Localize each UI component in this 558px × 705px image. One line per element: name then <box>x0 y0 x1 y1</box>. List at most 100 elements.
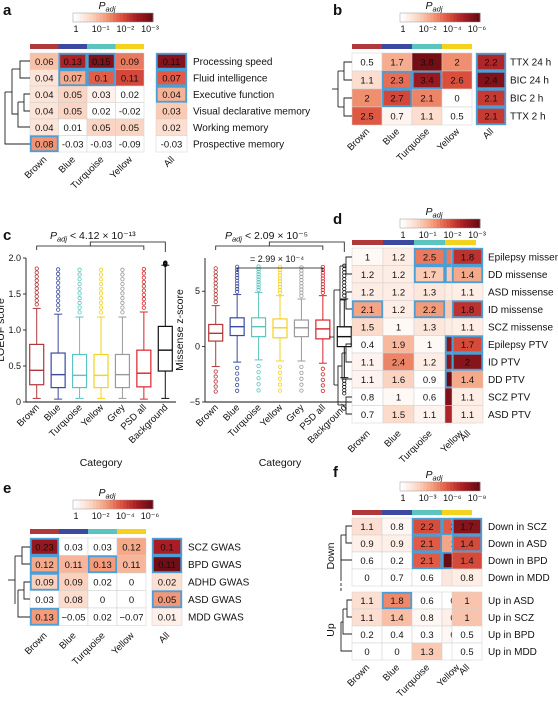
panel-c-missense-box-6-outlier <box>342 266 347 272</box>
panel-d-cell-value: 0.9 <box>423 375 436 386</box>
panel-d-legend-gradient-step <box>460 219 464 228</box>
panel-f-dendrogram <box>346 599 352 618</box>
panel-f-dendrogram <box>340 622 352 652</box>
panel-b-cell-value: 2 <box>364 94 369 105</box>
panel-c-missense-box-2-outlier-low <box>256 369 261 375</box>
panel-e-highlight <box>29 572 60 591</box>
panel-b-column-label: Yellow <box>435 126 462 153</box>
panel-c-missense-box-0-outlier <box>213 299 218 304</box>
panel-b-column-label: Blue <box>381 126 402 147</box>
panel-e-legend-gradient-step <box>96 500 101 509</box>
panel-f-legend-gradient-step <box>400 482 404 491</box>
panel-c-loeuf-box-2-outlier <box>77 281 82 287</box>
panel-f-legend-gradient-step <box>410 482 414 491</box>
panel-e-legend-gradient-step <box>99 500 104 509</box>
panel-d-highlight <box>413 300 446 319</box>
panel-c-loeuf-box-3-outlier <box>98 291 104 296</box>
panel-d-dendrogram <box>337 365 342 405</box>
panel-b-legend-gradient-step <box>436 13 441 22</box>
panel-c-loeuf-y-label: LOEUF score <box>0 298 7 362</box>
panel-c-missense-box-0-outlier-low <box>213 379 218 384</box>
panel-a-cell-value: 0.04 <box>35 73 54 84</box>
panel-f-legend-gradient-step <box>440 482 444 491</box>
panel-f-down-cell-value: 0.9 <box>390 539 403 550</box>
panel-c-missense-box-3-outlier <box>277 273 283 278</box>
panel-d-cell-value: 1.1 <box>423 410 436 421</box>
panel-d-cell-value: 1 <box>427 340 432 351</box>
panel-c-loeuf-box-3-outlier <box>98 305 104 310</box>
panel-d-legend-gradient-step <box>463 219 468 228</box>
panel-c-loeuf-box-0-outlier <box>34 270 39 275</box>
panel-a-legend-gradient-step <box>149 13 154 22</box>
panel-d-legend-gradient-step <box>406 219 411 228</box>
panel-c-missense-box-1-outlier <box>235 281 240 286</box>
panel-f-up-cell-value: 0 <box>394 647 399 658</box>
panel-b-legend-gradient-step <box>400 13 404 22</box>
panel-c-missense-box-5-outlier-low <box>320 383 325 388</box>
panel-b-legend-gradient-step <box>423 13 428 22</box>
panel-b-legend-gradient-step <box>433 13 438 22</box>
panel-c-loeuf-box-6-iqr <box>157 325 173 372</box>
panel-a-legend-tick: 10⁻² <box>116 24 134 34</box>
panel-d-all-highlight <box>451 352 484 371</box>
panel-c-missense-box-5-outlier <box>320 282 325 287</box>
panel-c-loeuf-annotation: Padj < 4.12 × 10⁻¹³ <box>50 230 136 244</box>
panel-f-legend-gradient-step <box>446 482 451 491</box>
panel-c-missense-box-2-outlier <box>256 287 261 292</box>
panel-b: b Padj 1 10⁻² 10⁻⁴ 10⁻⁶ 0.5 1.7 3.8 2 1.1 2.3 3.4 2.6… <box>332 0 551 164</box>
panel-c-loeuf-box-5-outlier <box>141 271 146 276</box>
panel-a-cell-value: -0.02 <box>119 106 141 117</box>
panel-c-missense-box-1-outlier-low <box>235 371 240 376</box>
panel-f-module-strip <box>412 510 442 515</box>
panel-d-cell-value: 1.1 <box>361 375 374 386</box>
panel-c-missense-box-5-outlier-low <box>320 372 325 377</box>
panel-a-legend-gradient-step <box>146 13 151 22</box>
panel-d-row-label: ASD PTV <box>488 410 531 421</box>
panel-e-all-value: 0.02 <box>158 577 177 588</box>
panel-e-legend-gradient-step <box>103 500 107 509</box>
panel-c-missense-box-3-outlier-low <box>277 364 283 370</box>
panel-a-legend-gradient-step <box>126 13 131 22</box>
panel-f-down-cell-value: 2.1 <box>420 539 433 550</box>
panel-b-cell-value: 2.5 <box>360 112 373 123</box>
panel-d-cell-value: 1.9 <box>392 340 405 351</box>
panel-e-module-strip <box>59 529 88 534</box>
panel-e-letter: e <box>3 480 11 497</box>
panel-c-loeuf-box-0-outlier <box>34 302 39 307</box>
panel-c-missense-y-tick-label: 5 <box>195 286 200 296</box>
panel-b-legend-gradient-step <box>420 13 424 22</box>
panel-f-down-cell-value: 0.6 <box>360 556 373 567</box>
panel-d-column-label: Turquoise <box>397 428 434 465</box>
panel-a-cell-value: -0.03 <box>62 139 84 150</box>
panel-b-row-label: BIC 2 h <box>510 94 543 105</box>
panel-d-legend-tick: 10⁻³ <box>468 230 486 240</box>
panel-c-missense-box-2-outlier-low <box>256 388 261 393</box>
panel-c-missense-box-0-outlier <box>213 284 218 290</box>
panel-f-down-cell-value: 0.7 <box>390 573 403 584</box>
panel-c-missense-y-tick-label: 0 <box>195 342 200 352</box>
panel-c-missense-box-2-outlier <box>256 266 261 272</box>
panel-e-cell-value: −0.05 <box>61 612 85 623</box>
panel-c-loeuf-box-2-iqr <box>71 353 88 389</box>
panel-d-module-strip <box>352 240 383 245</box>
panel-f-legend-gradient-step <box>430 482 434 491</box>
panel-a-cell-value: -0.03 <box>90 139 112 150</box>
panel-f-legend-tick: 1 <box>400 493 405 503</box>
panel-f-legend-gradient-step <box>426 482 431 491</box>
panel-a-cell-value: 0.11 <box>121 73 139 84</box>
panel-d-dendrogram <box>345 396 352 415</box>
panel-a-cell-value: 0.07 <box>64 73 83 84</box>
panel-c-missense-box-2-outlier <box>256 285 261 290</box>
panel-c-missense-box-0-outlier <box>213 281 218 286</box>
panel-f-up-cell-value: 0.2 <box>360 630 373 641</box>
panel-c-missense-box-0-outlier <box>213 273 218 278</box>
panel-e-cell-value: 0.11 <box>65 560 83 571</box>
panel-a-column-label: Brown <box>23 154 50 181</box>
panel-f-legend-gradient-step <box>413 482 418 491</box>
panel-c-missense-box-1-outlier-low <box>235 382 240 388</box>
panel-d-cell-value: 0.8 <box>361 392 374 403</box>
panel-d-module-strip <box>383 240 414 245</box>
panel-e-legend-tick: 10⁻⁴ <box>116 511 135 521</box>
panel-e-cell-value: 0.13 <box>93 560 112 571</box>
panel-d-all-value: 1.1 <box>461 322 474 333</box>
